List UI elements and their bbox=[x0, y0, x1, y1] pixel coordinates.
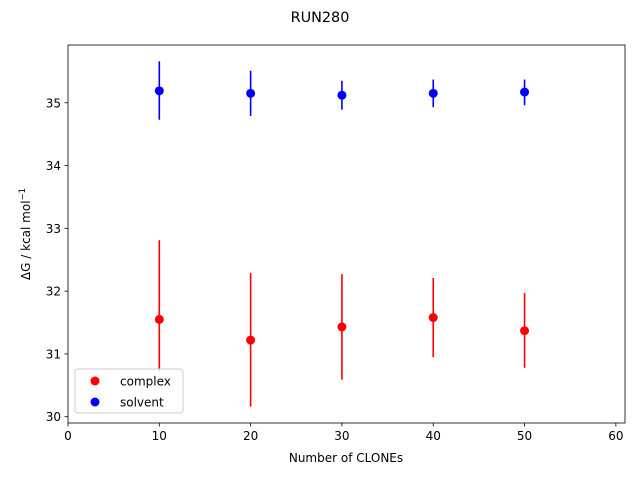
plot-area bbox=[67, 44, 626, 424]
chart-title: RUN280 bbox=[291, 10, 350, 26]
y-tick-label: 31 bbox=[46, 347, 61, 361]
solvent-point bbox=[337, 90, 347, 100]
x-axis-ticks: 0 10 20 30 40 50 60 bbox=[64, 423, 624, 443]
x-axis-label: Number of CLONEs bbox=[289, 451, 403, 465]
complex-point bbox=[154, 314, 164, 324]
solvent-point bbox=[246, 88, 256, 98]
x-tick-label: 10 bbox=[152, 429, 167, 443]
y-tick-label: 34 bbox=[46, 159, 61, 173]
y-tick-label: 35 bbox=[46, 96, 61, 110]
complex-point bbox=[337, 322, 347, 332]
y-axis-label-exponent: −1 bbox=[18, 188, 28, 201]
complex-point bbox=[246, 335, 256, 345]
y-axis-label: ΔG / kcal mol−1 bbox=[18, 188, 33, 280]
y-tick-label: 30 bbox=[46, 410, 61, 424]
y-tick-label: 33 bbox=[46, 222, 61, 236]
legend-frame bbox=[74, 368, 184, 414]
x-tick-label: 0 bbox=[64, 429, 72, 443]
complex-point bbox=[520, 326, 530, 336]
y-tick-label: 32 bbox=[46, 285, 61, 299]
y-axis-ticks: 30 31 32 33 34 35 bbox=[46, 96, 68, 424]
legend: complex solvent bbox=[74, 368, 184, 414]
x-tick-label: 30 bbox=[334, 429, 349, 443]
x-tick-label: 20 bbox=[243, 429, 258, 443]
axes-frame bbox=[67, 44, 626, 424]
solvent-point bbox=[520, 87, 530, 97]
x-tick-label: 60 bbox=[608, 429, 623, 443]
x-tick-label: 40 bbox=[426, 429, 441, 443]
data-points bbox=[154, 86, 530, 345]
x-tick-label: 50 bbox=[517, 429, 532, 443]
solvent-point bbox=[154, 86, 164, 96]
solvent-point bbox=[428, 88, 438, 98]
legend-complex-label: complex bbox=[120, 375, 171, 389]
legend-solvent-marker bbox=[90, 397, 100, 407]
legend-complex-marker bbox=[90, 376, 100, 386]
y-axis-label-main: ΔG / kcal mol bbox=[19, 200, 33, 280]
legend-solvent-label: solvent bbox=[120, 396, 164, 410]
complex-point bbox=[428, 313, 438, 323]
